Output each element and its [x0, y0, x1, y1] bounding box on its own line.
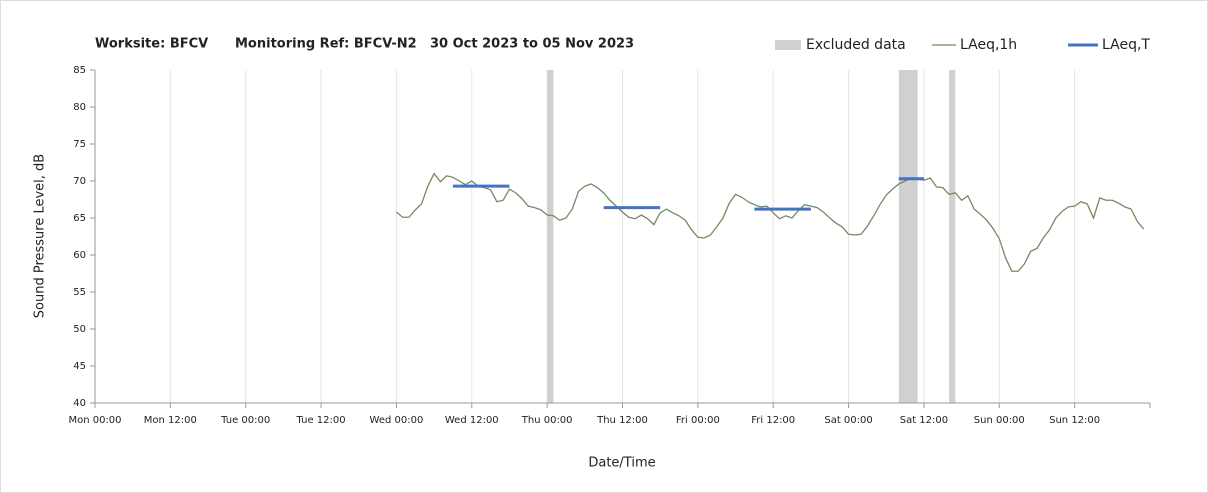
legend-label: Excluded data: [806, 37, 906, 53]
y-tick-label: 75: [73, 139, 86, 150]
y-tick-label: 45: [73, 361, 86, 372]
excluded-band: [898, 70, 918, 403]
x-tick-label: Mon 12:00: [144, 415, 197, 426]
y-tick-label: 60: [73, 250, 86, 261]
legend-label: LAeq,1h: [960, 37, 1017, 53]
legend-swatch: [775, 40, 801, 50]
y-tick-label: 80: [73, 102, 86, 113]
x-tick-label: Tue 00:00: [220, 415, 270, 426]
x-tick-label: Wed 00:00: [370, 415, 424, 426]
x-tick-label: Tue 12:00: [296, 415, 346, 426]
y-tick-label: 85: [73, 65, 86, 76]
y-tick-label: 70: [73, 176, 86, 187]
legend-label: LAeq,T: [1102, 37, 1150, 53]
y-axis-label: Sound Pressure Level, dB: [33, 154, 48, 318]
title-worksite: Worksite: BFCV: [95, 37, 208, 52]
title-ref: Monitoring Ref: BFCV-N2: [235, 37, 417, 52]
x-tick-label: Sat 12:00: [900, 415, 948, 426]
x-tick-label: Thu 00:00: [521, 415, 573, 426]
y-tick-label: 50: [73, 324, 86, 335]
x-tick-label: Wed 12:00: [445, 415, 499, 426]
x-tick-label: Sun 12:00: [1049, 415, 1100, 426]
x-axis-label: Date/Time: [588, 456, 655, 471]
x-tick-label: Mon 00:00: [68, 415, 121, 426]
y-tick-label: 65: [73, 213, 86, 224]
x-tick-label: Fri 00:00: [676, 415, 720, 426]
excluded-band: [949, 70, 956, 403]
x-tick-label: Thu 12:00: [596, 415, 648, 426]
y-tick-label: 40: [73, 398, 86, 409]
x-tick-label: Sat 00:00: [824, 415, 872, 426]
x-tick-label: Fri 12:00: [751, 415, 795, 426]
y-tick-label: 55: [73, 287, 86, 298]
x-tick-label: Sun 00:00: [974, 415, 1025, 426]
excluded-band: [547, 70, 554, 403]
title-dates: 30 Oct 2023 to 05 Nov 2023: [430, 37, 634, 52]
